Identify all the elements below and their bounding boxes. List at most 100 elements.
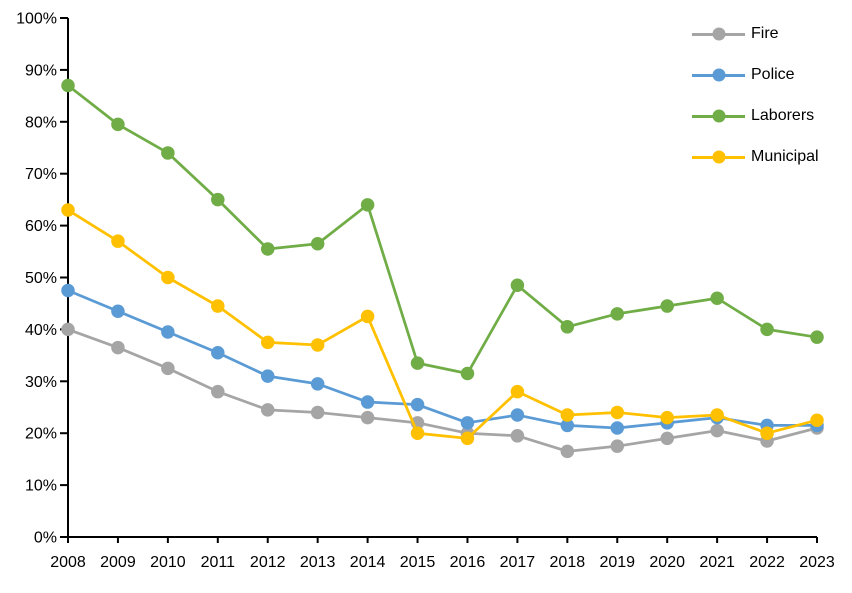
x-axis-tick-label: 2016 — [450, 554, 486, 571]
data-point-laborers-2020 — [660, 299, 674, 313]
data-point-police-2014 — [360, 395, 375, 409]
x-axis-tick-label: 2012 — [250, 554, 286, 571]
data-point-police-2019 — [610, 421, 625, 435]
data-point-municipal-2011 — [211, 299, 225, 313]
data-point-laborers-2010 — [161, 146, 175, 160]
data-point-municipal-2020 — [660, 410, 674, 425]
data-point-laborers-2009 — [111, 117, 125, 132]
data-point-fire-2020 — [660, 431, 674, 446]
data-point-laborers-2019 — [610, 307, 625, 321]
y-axis-tick-label: 60% — [25, 218, 57, 235]
series-line-laborers — [66, 84, 819, 375]
data-point-police-2013 — [310, 377, 325, 391]
data-point-fire-2012 — [260, 403, 275, 417]
series-line-municipal — [66, 208, 819, 440]
legend-label-fire: Fire — [751, 25, 779, 42]
x-axis-tick-label: 2021 — [699, 554, 735, 571]
municipal-series-swatch-icon — [692, 150, 745, 165]
x-axis-tick-label: 2009 — [100, 554, 136, 571]
x-axis-tick-label: 2010 — [150, 554, 186, 571]
data-point-municipal-2009 — [111, 234, 125, 248]
data-point-municipal-2015 — [410, 426, 425, 440]
y-axis-tick-label: 80% — [25, 114, 57, 131]
data-point-laborers-2014 — [360, 198, 375, 212]
x-axis-tick-label: 2023 — [799, 554, 835, 571]
x-axis-tick-label: 2013 — [300, 554, 336, 571]
data-point-police-2010 — [161, 325, 175, 339]
data-point-laborers-2011 — [211, 192, 225, 207]
data-point-police-2011 — [211, 346, 225, 360]
y-axis-tick-label: 90% — [25, 62, 57, 79]
data-point-police-2016 — [460, 416, 475, 430]
data-point-fire-2014 — [360, 410, 375, 425]
legend-label-police: Police — [751, 66, 795, 83]
data-point-municipal-2021 — [710, 408, 724, 422]
data-point-fire-2010 — [161, 361, 175, 376]
data-point-fire-2013 — [310, 405, 325, 420]
legend-item-police: Police — [692, 63, 819, 87]
data-point-municipal-2014 — [360, 309, 375, 324]
data-point-fire-2011 — [211, 384, 225, 399]
data-point-municipal-2013 — [310, 338, 325, 352]
data-point-police-2009 — [111, 304, 125, 318]
x-axis-tick-label: 2017 — [500, 554, 536, 571]
data-point-laborers-2018 — [560, 320, 575, 334]
y-axis-tick-label: 50% — [25, 270, 57, 287]
data-point-municipal-2012 — [260, 335, 275, 350]
police-series-swatch-icon — [692, 68, 745, 83]
data-point-police-2018 — [560, 418, 575, 433]
data-point-laborers-2017 — [510, 278, 525, 293]
x-axis-tick-label: 2018 — [550, 554, 586, 571]
data-point-fire-2009 — [111, 340, 125, 355]
legend-label-laborers: Laborers — [751, 107, 815, 124]
x-axis-tick-label: 2015 — [400, 554, 436, 571]
data-point-fire-2018 — [560, 444, 575, 459]
legend-label-municipal: Municipal — [751, 148, 819, 165]
y-axis-tick-label: 10% — [25, 478, 57, 495]
data-point-laborers-2015 — [410, 356, 425, 370]
data-point-police-2012 — [260, 369, 275, 383]
data-point-fire-2019 — [610, 439, 625, 453]
series-line-police — [66, 289, 819, 430]
data-point-fire-2021 — [710, 423, 724, 438]
y-axis-tick-label: 30% — [25, 374, 57, 391]
data-point-municipal-2023 — [810, 413, 824, 427]
data-point-municipal-2019 — [610, 405, 625, 420]
data-point-police-2008 — [61, 283, 75, 298]
y-axis-tick-label: 70% — [25, 166, 57, 183]
data-point-police-2015 — [410, 397, 425, 412]
data-point-laborers-2021 — [710, 291, 724, 306]
x-axis-tick-label: 2014 — [350, 554, 386, 571]
data-point-laborers-2012 — [260, 242, 275, 256]
x-axis-tick-label: 2020 — [649, 554, 685, 571]
x-axis-tick-label: 2008 — [50, 554, 86, 571]
data-point-fire-2017 — [510, 429, 525, 443]
data-point-fire-2008 — [61, 322, 75, 337]
data-point-laborers-2023 — [810, 330, 824, 344]
data-point-municipal-2018 — [560, 408, 575, 422]
x-axis-tick-label: 2011 — [201, 554, 236, 571]
legend: Fire Police Laborers Municipal — [692, 22, 819, 169]
y-axis-tick-label: 100% — [16, 11, 57, 28]
data-point-laborers-2008 — [61, 78, 75, 93]
data-point-municipal-2016 — [460, 431, 475, 446]
data-point-laborers-2016 — [460, 366, 475, 381]
data-point-municipal-2022 — [760, 426, 774, 440]
legend-item-municipal: Municipal — [692, 145, 819, 169]
y-axis-tick-label: 0% — [34, 530, 57, 547]
laborers-series-swatch-icon — [692, 109, 745, 124]
data-point-municipal-2017 — [510, 384, 525, 399]
data-point-laborers-2022 — [760, 322, 774, 337]
legend-item-fire: Fire — [692, 22, 819, 46]
x-axis-tick-label: 2019 — [599, 554, 635, 571]
series-line-fire — [66, 328, 819, 453]
x-axis-tick-label: 2022 — [749, 554, 785, 571]
data-point-police-2017 — [510, 408, 525, 422]
legend-item-laborers: Laborers — [692, 104, 819, 128]
fire-series-swatch-icon — [692, 27, 745, 42]
data-point-municipal-2010 — [161, 270, 175, 285]
y-axis-tick-label: 40% — [25, 322, 57, 339]
data-point-municipal-2008 — [61, 203, 75, 217]
